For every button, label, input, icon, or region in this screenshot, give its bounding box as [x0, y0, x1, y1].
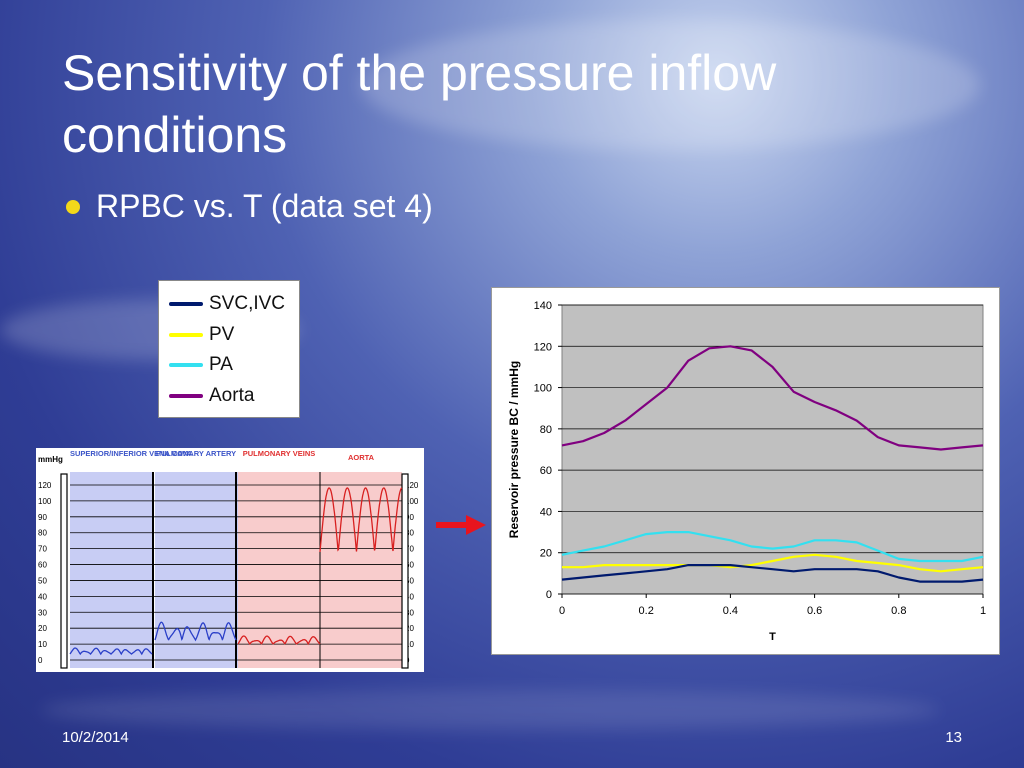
monitor-scale-label: 10: [38, 640, 47, 649]
legend-item-pv: PV: [169, 324, 234, 346]
monitor-scale-label: 10: [405, 640, 414, 649]
pa-waveform: [154, 621, 237, 642]
x-tick-label: 0.8: [891, 605, 906, 617]
monitor-scale-label: 40: [38, 592, 47, 601]
monitor-scale-label: 0: [38, 656, 43, 665]
series-legend: SVC,IVC PV PA Aorta: [158, 280, 300, 418]
bullet-text: RPBC vs. T (data set 4): [96, 188, 433, 224]
y-axis-ticks: 0 20 40 60 80 100 120 140: [534, 300, 562, 601]
y-tick-label: 140: [534, 300, 552, 312]
legend-item-svc-ivc: SVC,IVC: [169, 293, 285, 315]
y-tick-label: 100: [534, 383, 552, 395]
legend-swatch: [169, 333, 203, 337]
legend-item-pa: PA: [169, 354, 233, 376]
chart-series: [561, 345, 984, 583]
pv-waveform: [237, 635, 321, 646]
slide-date: 10/2/2014: [62, 729, 129, 746]
y-tick-label: 0: [546, 589, 552, 601]
monitor-header-svc: SUPERIOR/INFERIOR VENA CAVA: [70, 449, 193, 458]
series-line-pv: [562, 553, 984, 573]
monitor-scale-label: 90: [405, 513, 414, 522]
legend-swatch: [169, 394, 203, 398]
monitor-scale-label: 20: [38, 624, 47, 633]
series-line-aorta: [561, 345, 984, 451]
svc-column-bg: [70, 472, 153, 668]
monitor-unit-label: mmHg: [38, 455, 63, 464]
monitor-scale-label: 40: [405, 592, 414, 601]
y-tick-label: 80: [540, 424, 552, 436]
monitor-header-pv: PULMONARY VEINS: [243, 449, 316, 458]
monitor-scale-label: 120: [38, 481, 52, 490]
background-cloud: [360, 20, 980, 150]
slide-title: Sensitivity of the pressure inflow condi…: [62, 45, 777, 163]
x-tick-label: 0: [559, 605, 565, 617]
legend-label: SVC,IVC: [209, 293, 286, 314]
pressure-monitor-svg: mmHg SUPERIOR/INFERIOR VENA CAVA PULMONA…: [36, 448, 424, 672]
monitor-scale-label: 50: [38, 576, 47, 585]
monitor-header-aorta: AORTA: [348, 453, 375, 462]
bullet-dot-icon: [66, 199, 80, 214]
monitor-scale-label: 100: [405, 497, 419, 506]
svc-waveform: [69, 647, 153, 656]
legend-label: PV: [209, 324, 235, 345]
slide-number: 13: [945, 729, 962, 746]
x-tick-label: 0.4: [723, 605, 738, 617]
monitor-scale-bar-right: [401, 473, 409, 669]
monitor-scale-label: 80: [405, 529, 414, 538]
legend-swatch: [169, 302, 203, 306]
series-line-svc-ivc: [561, 564, 984, 583]
monitor-scale-bar-left: [60, 473, 68, 669]
monitor-scale-label: 80: [38, 529, 47, 538]
x-axis-ticks: 0 0.2 0.4 0.6 0.8 1: [559, 594, 986, 617]
monitor-scale-label: 90: [38, 513, 47, 522]
monitor-scale-label: 60: [405, 561, 414, 570]
rpbc-chart: 0 20 40 60 80 100 120 140 0 0.2 0.4 0.6 0.8 1 T Rese…: [491, 287, 1000, 655]
y-tick-label: 60: [540, 465, 552, 477]
pressure-monitor-panel: mmHg SUPERIOR/INFERIOR VENA CAVA PULMONA…: [36, 448, 424, 672]
y-tick-label: 120: [534, 341, 552, 353]
plot-area: [561, 304, 984, 595]
monitor-scale-label: 50: [405, 576, 414, 585]
rpbc-chart-svg: 0 20 40 60 80 100 120 140 0 0.2 0.4 0.6 0.8 1 T Rese…: [507, 300, 986, 643]
y-axis-label: Reservoir pressure BC / mmHg: [507, 361, 521, 538]
monitor-header-pa: PULMONARY ARTERY: [156, 449, 236, 458]
bullet-item: RPBC vs. T (data set 4): [62, 188, 433, 225]
x-tick-label: 1: [980, 605, 986, 617]
aorta-waveform: [319, 487, 403, 553]
x-tick-label: 0.2: [639, 605, 654, 617]
series-line-pa: [561, 531, 984, 563]
right-arrow-icon: [436, 515, 486, 535]
background-cloud: [40, 690, 940, 730]
legend-label: PA: [209, 354, 233, 375]
x-axis-label: T: [769, 631, 776, 643]
y-tick-label: 20: [540, 548, 552, 560]
monitor-scale-label: 70: [405, 545, 414, 554]
legend-swatch: [169, 363, 203, 367]
legend-item-aorta: Aorta: [169, 385, 254, 407]
pv-column-bg: [238, 472, 320, 668]
monitor-scale-label: 20: [405, 624, 414, 633]
x-tick-label: 0.6: [807, 605, 822, 617]
monitor-scale-label: 60: [38, 561, 47, 570]
y-tick-label: 40: [540, 506, 552, 518]
monitor-header-bg: [36, 448, 424, 472]
legend-label: Aorta: [209, 385, 255, 406]
chart-gridlines: [562, 304, 983, 595]
monitor-scale-label: 100: [38, 497, 52, 506]
monitor-scale-label: 120: [405, 481, 419, 490]
monitor-scale-label: 30: [405, 608, 414, 617]
monitor-scale-label: 70: [38, 545, 47, 554]
monitor-scale-label: 30: [38, 608, 47, 617]
